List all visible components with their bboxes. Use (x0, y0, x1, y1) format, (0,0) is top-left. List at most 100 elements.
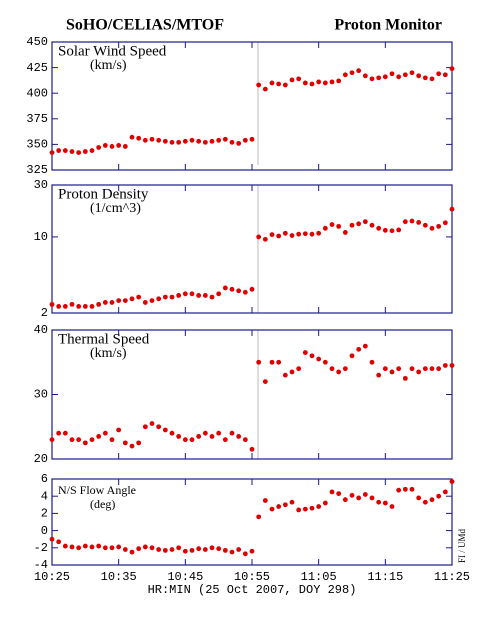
data-point (289, 369, 295, 375)
data-point (209, 294, 215, 300)
data-point (129, 296, 135, 302)
data-point (409, 486, 415, 492)
data-point (96, 145, 102, 150)
data-point (122, 547, 128, 552)
data-point (209, 434, 215, 439)
panel-title: N/S Flow Angle (58, 483, 136, 497)
data-point (429, 76, 435, 82)
data-point (189, 547, 195, 553)
data-point (102, 545, 108, 551)
data-point (109, 545, 115, 551)
data-point (322, 359, 328, 365)
data-point (356, 68, 362, 74)
data-point (436, 366, 442, 372)
data-point (136, 294, 142, 300)
data-point (269, 359, 275, 365)
data-point (202, 547, 208, 552)
data-point (76, 150, 82, 155)
data-point (336, 223, 342, 229)
data-point (369, 359, 375, 365)
data-point (162, 294, 168, 300)
data-point (382, 74, 388, 80)
data-point (189, 137, 195, 143)
data-point (216, 546, 222, 552)
data-point (442, 72, 448, 78)
data-point (69, 437, 75, 443)
data-point (262, 236, 268, 242)
x-tick-label: 10:25 (34, 570, 70, 584)
y-tick-label: 325 (26, 163, 48, 177)
data-point (156, 137, 162, 143)
data-point (402, 72, 408, 78)
data-point (249, 286, 255, 292)
data-point (282, 502, 288, 508)
data-point (209, 138, 215, 144)
data-point (402, 486, 408, 492)
data-point (436, 493, 442, 499)
data-point (222, 285, 228, 291)
data-point (309, 505, 315, 511)
data-point (342, 72, 348, 78)
data-point (296, 507, 302, 513)
data-point (382, 227, 388, 233)
data-point (449, 66, 455, 72)
data-point (296, 231, 302, 237)
data-point (102, 143, 108, 148)
data-point (202, 430, 208, 436)
x-tick-label: 11:25 (434, 570, 470, 584)
data-point (109, 144, 115, 149)
data-point (196, 293, 202, 298)
y-tick-label: 30 (34, 178, 48, 192)
data-point (96, 543, 102, 549)
x-tick-label: 11:15 (367, 570, 403, 584)
data-point (376, 499, 382, 505)
data-point (236, 434, 242, 439)
panel-units: (km/s) (90, 346, 127, 361)
data-point (356, 346, 362, 352)
data-point (382, 366, 388, 372)
data-point (149, 136, 155, 142)
data-point (76, 303, 82, 309)
data-point (122, 440, 128, 446)
data-point (336, 369, 342, 375)
data-point (89, 148, 95, 153)
y-tick-label: 375 (26, 112, 48, 126)
x-axis-label: HR:MIN (25 Oct 2007, DOY 298) (148, 583, 357, 597)
y-tick-label: -2 (34, 541, 48, 555)
data-point (49, 536, 55, 542)
data-point (169, 430, 175, 436)
data-point (396, 74, 402, 80)
y-tick-label: 30 (34, 388, 48, 402)
data-point (109, 300, 115, 305)
data-point (202, 139, 208, 145)
data-point (109, 437, 115, 443)
data-point (416, 495, 422, 501)
data-point (136, 135, 142, 141)
data-point (156, 547, 162, 552)
data-point (396, 487, 402, 493)
data-point (376, 372, 382, 378)
data-point (142, 424, 148, 430)
data-point (329, 79, 335, 85)
data-point (262, 498, 268, 503)
data-point (129, 443, 135, 449)
data-point (222, 547, 228, 553)
data-point (429, 225, 435, 231)
data-point (302, 80, 308, 86)
data-point (296, 366, 302, 372)
data-point (189, 291, 195, 297)
data-point (282, 82, 288, 88)
data-point (362, 492, 368, 497)
data-point (82, 149, 88, 154)
data-point (282, 230, 288, 236)
data-point (82, 543, 88, 549)
data-point (449, 363, 455, 368)
data-point (182, 291, 188, 297)
data-point (149, 545, 155, 551)
data-point (409, 70, 415, 76)
y-tick-label: 425 (26, 61, 48, 75)
data-point (162, 138, 168, 144)
data-point (242, 137, 248, 143)
data-point (56, 430, 62, 436)
